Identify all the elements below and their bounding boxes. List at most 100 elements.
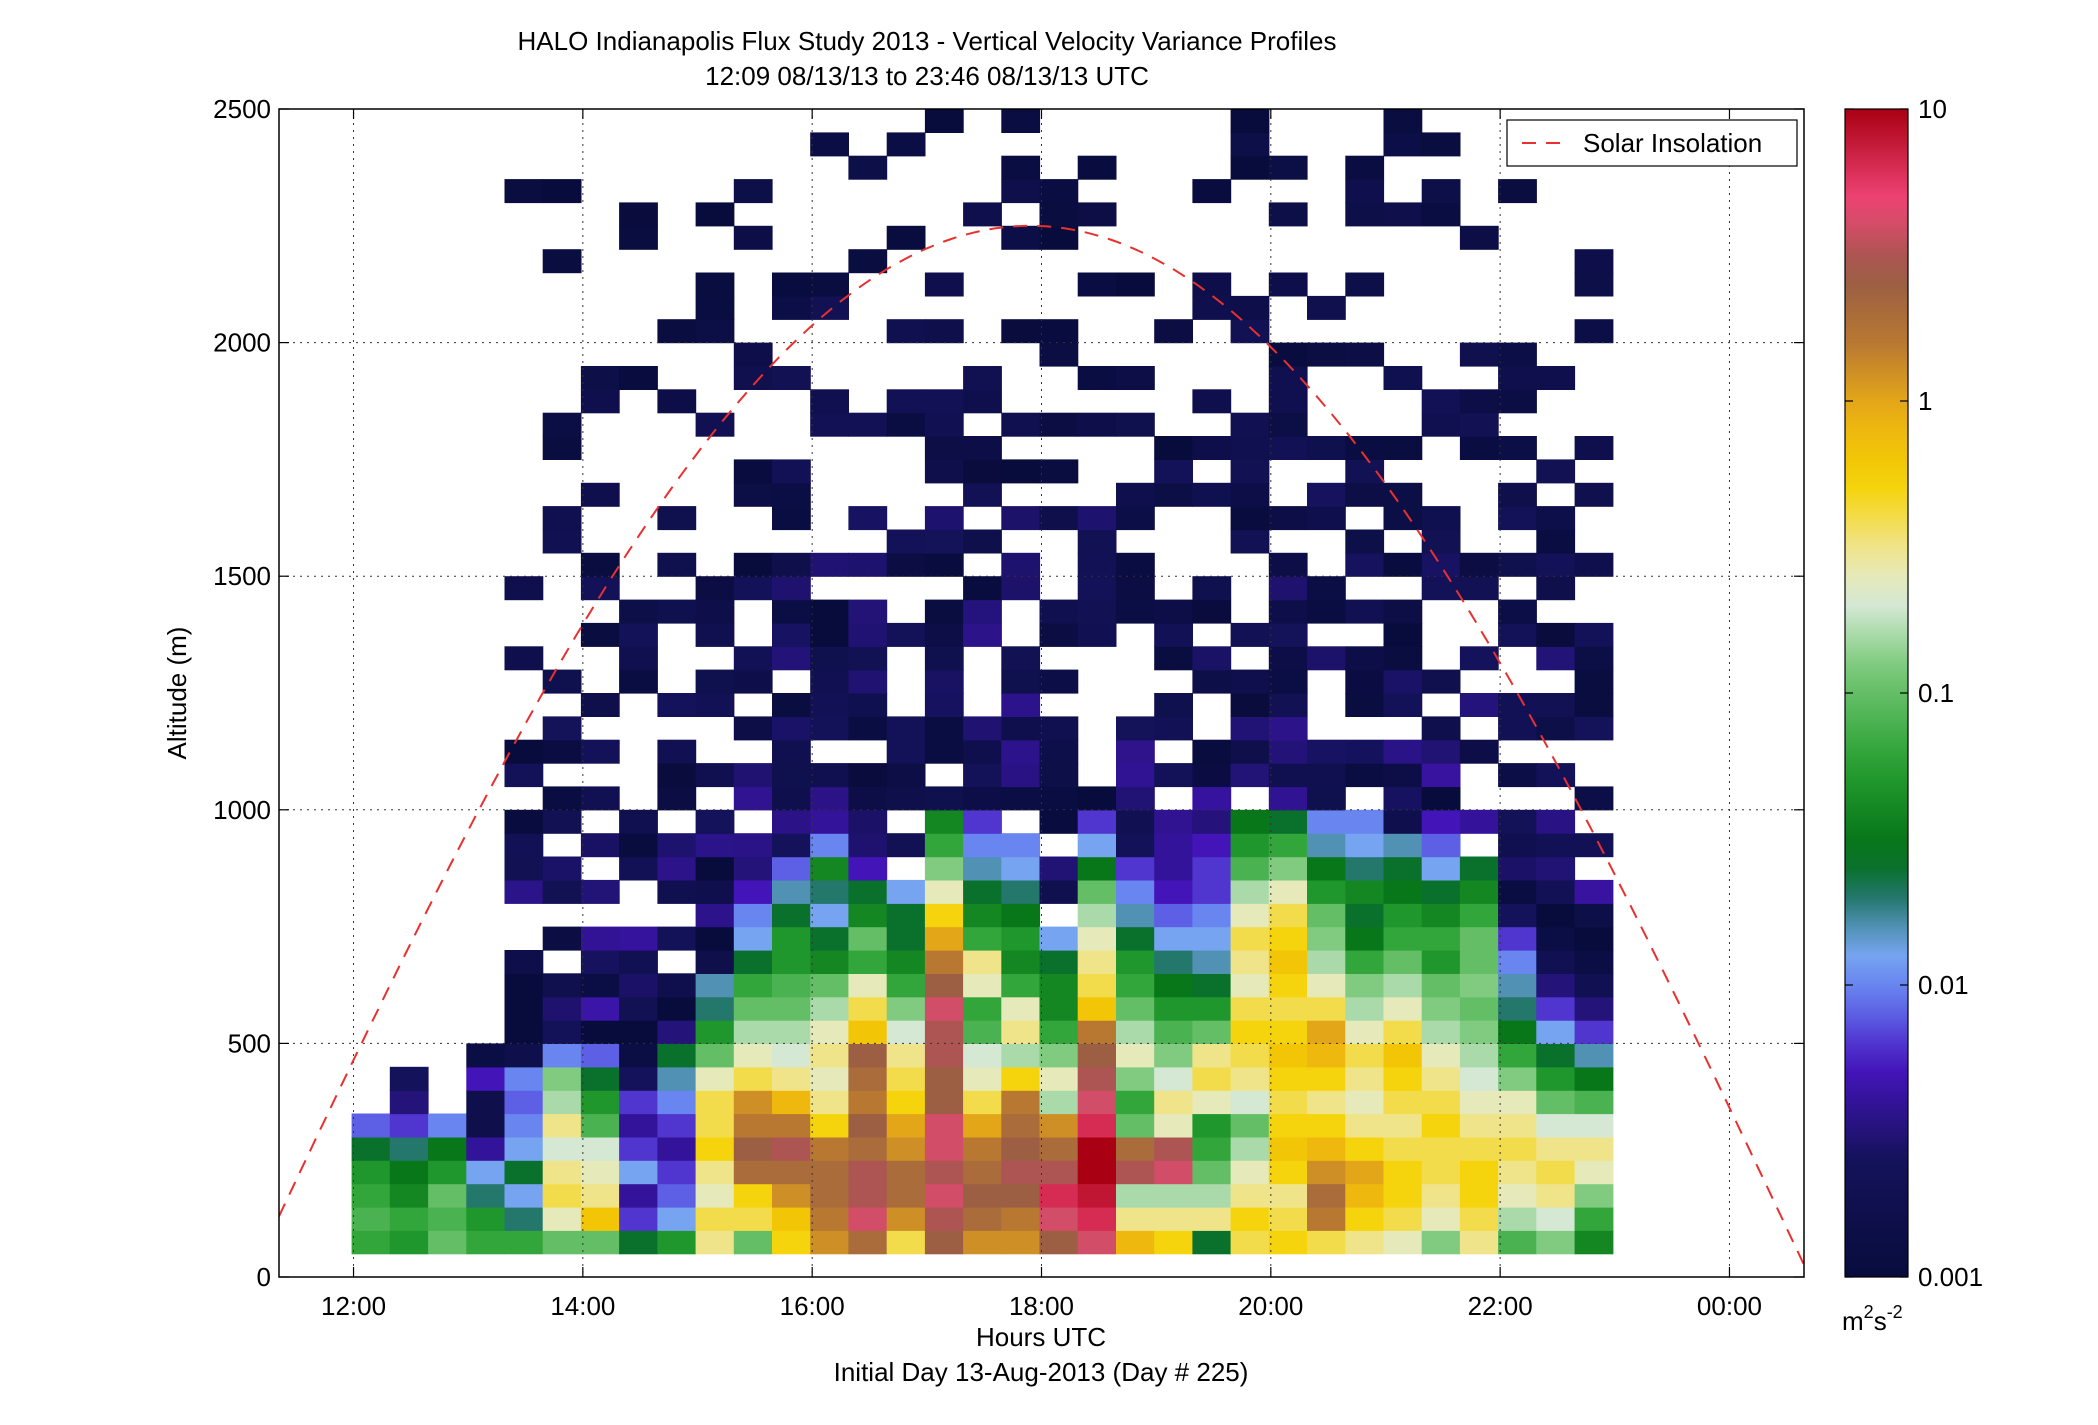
- heatmap-cell: [963, 1043, 1002, 1068]
- heatmap-cell: [1421, 926, 1461, 951]
- heatmap-cell: [428, 1206, 467, 1231]
- heatmap-cell: [810, 132, 849, 157]
- heatmap-cell: [1039, 1160, 1079, 1185]
- heatmap-cell: [657, 1066, 697, 1091]
- heatmap-cell: [695, 1020, 735, 1044]
- heatmap-cell: [428, 1136, 467, 1161]
- heatmap-cell: [772, 1183, 811, 1208]
- colorbar-tick-label: 10: [1918, 94, 1947, 124]
- heatmap-cell: [1116, 809, 1155, 834]
- heatmap-cell: [772, 973, 811, 998]
- heatmap-cell: [1116, 576, 1155, 601]
- heatmap-cell: [1574, 1183, 1614, 1208]
- heatmap-cell: [1154, 436, 1193, 460]
- heatmap-cell: [1230, 1043, 1270, 1068]
- heatmap-cell: [1268, 155, 1308, 180]
- heatmap-cell: [504, 1230, 544, 1255]
- heatmap-cell: [848, 1160, 888, 1185]
- heatmap-cell: [619, 856, 658, 881]
- heatmap-cell: [1039, 179, 1079, 204]
- heatmap-cell: [733, 576, 773, 601]
- heatmap-cell: [1536, 1043, 1576, 1068]
- heatmap-cell: [389, 1160, 429, 1185]
- heatmap-cell: [924, 529, 964, 554]
- heatmap-cell: [351, 1230, 391, 1255]
- colorbar-tick-label: 1: [1918, 386, 1932, 416]
- heatmap-cell: [1459, 646, 1499, 671]
- heatmap-cell: [886, 552, 926, 577]
- heatmap-cell: [1421, 973, 1461, 998]
- heatmap-cell: [1230, 529, 1270, 554]
- heatmap-cell: [1077, 1183, 1117, 1208]
- heatmap-cell: [1345, 809, 1385, 834]
- heatmap-cell: [1192, 1020, 1232, 1044]
- heatmap-cell: [695, 809, 735, 834]
- heatmap-cell: [924, 412, 964, 437]
- colorbar-tick-label: 0.01: [1918, 970, 1969, 1000]
- heatmap-cell: [1001, 786, 1041, 811]
- heatmap-cell: [963, 926, 1002, 951]
- heatmap-cell: [1116, 926, 1155, 951]
- heatmap-cell: [1383, 1160, 1423, 1185]
- heatmap-cell: [963, 1113, 1002, 1138]
- heatmap-cell: [1230, 155, 1270, 180]
- heatmap-cell: [1307, 926, 1346, 951]
- heatmap-cell: [1536, 1020, 1576, 1044]
- heatmap-cell: [580, 1230, 620, 1255]
- heatmap-cell: [1192, 833, 1232, 858]
- heatmap-cell: [542, 529, 582, 554]
- x-tick-label: 20:00: [1238, 1291, 1303, 1321]
- heatmap-cell: [1077, 552, 1117, 577]
- heatmap-cell: [542, 1160, 582, 1185]
- heatmap-cell: [1421, 763, 1461, 788]
- heatmap-cell: [695, 879, 735, 904]
- heatmap-cell: [810, 1206, 849, 1231]
- heatmap-cell: [963, 950, 1002, 974]
- heatmap-cell: [1383, 366, 1423, 390]
- heatmap-cell: [733, 926, 773, 951]
- heatmap-cell: [963, 202, 1002, 227]
- heatmap-cell: [1039, 950, 1079, 974]
- heatmap-cell: [1421, 856, 1461, 881]
- heatmap-cell: [772, 506, 811, 531]
- heatmap-cell: [772, 366, 811, 390]
- heatmap-cell: [504, 973, 544, 998]
- heatmap-cell: [963, 1066, 1002, 1091]
- heatmap-cell: [1268, 552, 1308, 577]
- heatmap-cell: [1192, 272, 1232, 297]
- heatmap-cell: [848, 506, 888, 531]
- heatmap-cell: [619, 366, 658, 390]
- heatmap-cell: [1268, 716, 1308, 741]
- heatmap-cell: [772, 1136, 811, 1161]
- x-axis-ticks: 12:00 14:00 16:00 18:00 20:00 22:00 00:00: [321, 109, 1762, 1321]
- heatmap-cell: [1498, 1136, 1537, 1161]
- heatmap-cell: [1001, 576, 1041, 601]
- heatmap-cell: [619, 1043, 658, 1068]
- heatmap-cell: [1307, 856, 1346, 881]
- heatmap-cell: [1077, 1206, 1117, 1231]
- heatmap-cell: [1268, 1043, 1308, 1068]
- heatmap-cell: [1536, 366, 1576, 390]
- heatmap-cell: [580, 996, 620, 1021]
- heatmap-cell: [848, 1090, 888, 1115]
- heatmap-cell: [1345, 459, 1385, 484]
- heatmap-cell: [542, 506, 582, 531]
- heatmap-cell: [1383, 1043, 1423, 1068]
- heatmap-cell: [924, 1230, 964, 1255]
- heatmap-cell: [772, 599, 811, 624]
- heatmap-cell: [1459, 809, 1499, 834]
- heatmap-cell: [1421, 1043, 1461, 1068]
- heatmap-cell: [963, 482, 1002, 507]
- heatmap-cell: [924, 1206, 964, 1231]
- heatmap-cell: [886, 786, 926, 811]
- heatmap-cell: [772, 272, 811, 297]
- heatmap-cell: [695, 856, 735, 881]
- heatmap-cell: [619, 1183, 658, 1208]
- heatmap-cell: [580, 833, 620, 858]
- heatmap-cell: [1383, 109, 1423, 133]
- heatmap-cell: [580, 552, 620, 577]
- heatmap-cell: [1307, 1160, 1346, 1185]
- heatmap-cell: [848, 552, 888, 577]
- heatmap-cell: [886, 389, 926, 414]
- heatmap-cell: [1307, 879, 1346, 904]
